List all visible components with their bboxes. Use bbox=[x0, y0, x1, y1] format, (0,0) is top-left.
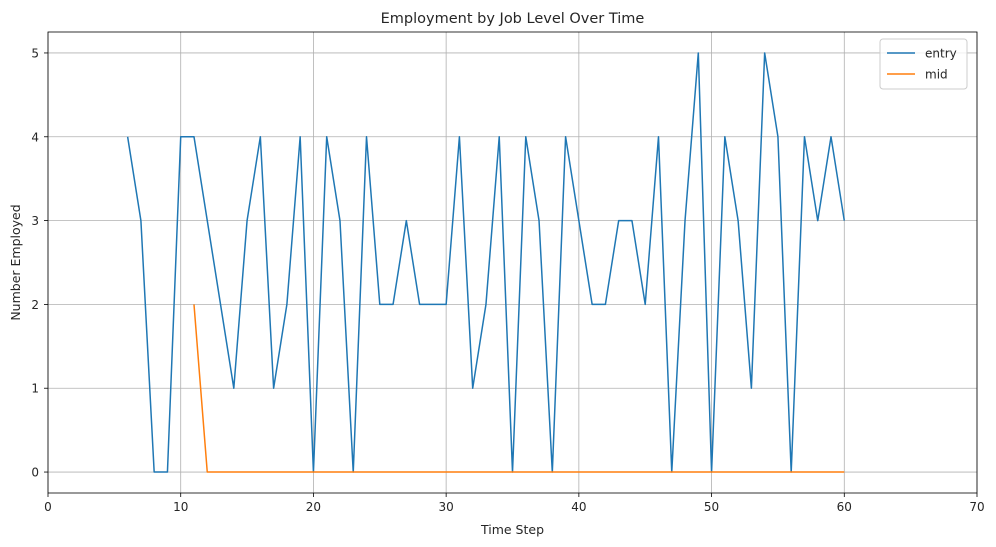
grid-lines bbox=[47, 32, 978, 493]
y-axis-label: Number Employed bbox=[8, 204, 23, 320]
x-tick-label: 20 bbox=[306, 500, 321, 514]
x-tick-label: 30 bbox=[439, 500, 454, 514]
x-tick-label: 0 bbox=[44, 500, 52, 514]
chart-title: Employment by Job Level Over Time bbox=[381, 11, 645, 27]
x-tick-label: 70 bbox=[969, 500, 984, 514]
y-tick-label: 2 bbox=[31, 298, 39, 312]
y-tick-label: 5 bbox=[31, 46, 39, 60]
legend: entry mid bbox=[879, 38, 968, 90]
x-tick-label: 60 bbox=[837, 500, 852, 514]
y-tick-label: 0 bbox=[31, 466, 39, 480]
y-axis-ticks: 0 1 2 3 4 5 bbox=[31, 46, 48, 480]
x-axis-ticks: 0 10 20 30 40 50 60 70 bbox=[44, 493, 985, 514]
y-tick-label: 4 bbox=[31, 130, 39, 144]
series-lines bbox=[126, 52, 846, 473]
series-line-mid bbox=[193, 304, 845, 473]
plot-frame bbox=[47, 31, 978, 494]
y-tick-label: 1 bbox=[31, 382, 39, 396]
legend-label-entry: entry bbox=[925, 47, 957, 61]
x-axis-label: Time Step bbox=[480, 522, 544, 537]
legend-label-mid: mid bbox=[925, 68, 948, 82]
legend-box bbox=[879, 38, 968, 90]
x-tick-label: 50 bbox=[704, 500, 719, 514]
series-line-entry bbox=[126, 52, 846, 473]
x-tick-label: 40 bbox=[571, 500, 586, 514]
y-tick-label: 3 bbox=[31, 214, 39, 228]
x-tick-label: 10 bbox=[173, 500, 188, 514]
